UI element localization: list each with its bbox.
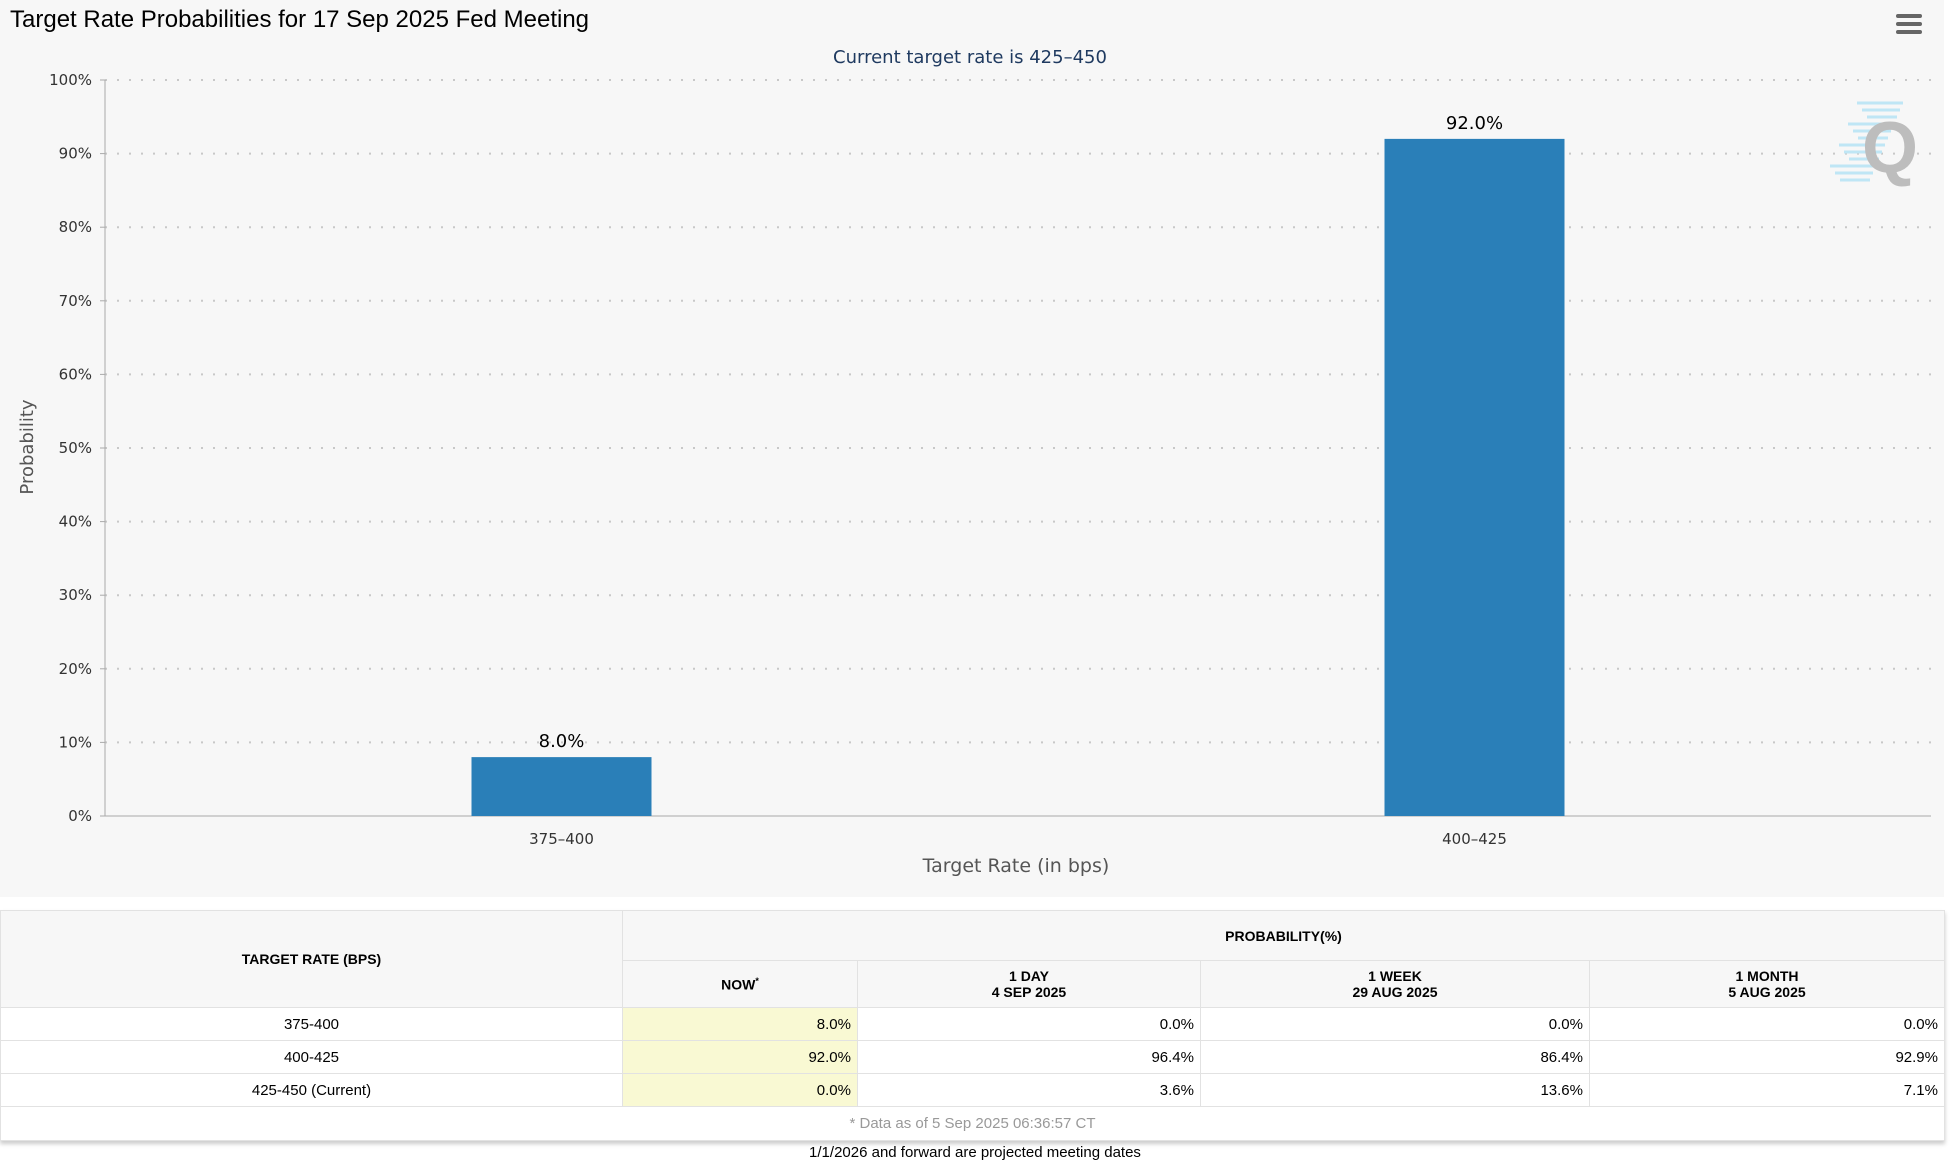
bar-375–400 (471, 757, 652, 816)
col-1-month: 1 MONTH 5 AUG 2025 (1589, 960, 1945, 1008)
target-rate-header: TARGET RATE (BPS) (0, 910, 623, 1008)
probability-table: TARGET RATE (BPS) PROBABILITY(%) NOW* 1 … (0, 910, 1945, 1141)
data-label: 8.0% (539, 731, 585, 752)
y-tick-label: 30% (59, 586, 92, 604)
x-axis-title: Target Rate (in bps) (922, 855, 1110, 877)
data-label: 92.0% (1446, 113, 1503, 134)
x-tick-label: 400–425 (1442, 830, 1507, 848)
y-axis-title: Probability (17, 399, 38, 494)
probability-cell: 96.4% (857, 1040, 1201, 1074)
chart-title: Target Rate Probabilities for 17 Sep 202… (10, 6, 590, 33)
hamburger-menu-icon[interactable] (1896, 14, 1922, 36)
y-tick-label: 100% (49, 71, 92, 89)
probability-cell: 13.6% (1200, 1073, 1590, 1107)
y-tick-label: 60% (59, 365, 92, 383)
probability-cell: 0.0% (857, 1007, 1201, 1041)
chart-container: Target Rate Probabilities for 17 Sep 202… (10, 6, 1931, 877)
rate-cell: 425-450 (Current) (0, 1073, 623, 1107)
data-timestamp-footnote: * Data as of 5 Sep 2025 06:36:57 CT (0, 1106, 1945, 1141)
probability-cell: 0.0% (1200, 1007, 1590, 1041)
probability-cell: 7.1% (1589, 1073, 1945, 1107)
y-tick-label: 90% (59, 145, 92, 163)
probability-header: PROBABILITY(%) (622, 910, 1945, 961)
y-tick-label: 40% (59, 513, 92, 531)
y-tick-label: 0% (68, 807, 92, 825)
table-row: 375-400 8.0% 0.0% 0.0% 0.0% (0, 1007, 1945, 1041)
col-now: NOW* (622, 960, 858, 1008)
bar-400–425 (1384, 138, 1565, 816)
bar-chart: Current target rate is 425–450 0% 10% 20% 30… (17, 47, 1931, 877)
y-tick-label: 20% (59, 660, 92, 678)
probability-cell: 3.6% (857, 1073, 1201, 1107)
probability-cell: 8.0% (622, 1007, 858, 1041)
y-tick-label: 70% (59, 292, 92, 310)
y-tick-label: 10% (59, 733, 92, 751)
table-row: 400-425 92.0% 96.4% 86.4% 92.9% (0, 1040, 1945, 1074)
chart-subtitle: Current target rate is 425–450 (833, 47, 1107, 68)
probability-cell: 92.9% (1589, 1040, 1945, 1074)
col-1-day: 1 DAY 4 SEP 2025 (857, 960, 1201, 1008)
table-row: 425-450 (Current) 0.0% 3.6% 13.6% 7.1% (0, 1073, 1945, 1107)
probability-cell: 0.0% (1589, 1007, 1945, 1041)
probability-cell: 86.4% (1200, 1040, 1590, 1074)
y-tick-label: 80% (59, 218, 92, 236)
logo-q-icon: Q (1862, 108, 1918, 188)
probability-cell: 92.0% (622, 1040, 858, 1074)
probability-cell: 0.0% (622, 1073, 858, 1107)
x-tick-label: 375–400 (529, 830, 594, 848)
rate-cell: 375-400 (0, 1007, 623, 1041)
projected-dates-note: 1/1/2026 and forward are projected meeti… (809, 1144, 1141, 1161)
rate-cell: 400-425 (0, 1040, 623, 1074)
col-1-week: 1 WEEK 29 AUG 2025 (1200, 960, 1590, 1008)
y-tick-label: 50% (59, 439, 92, 457)
